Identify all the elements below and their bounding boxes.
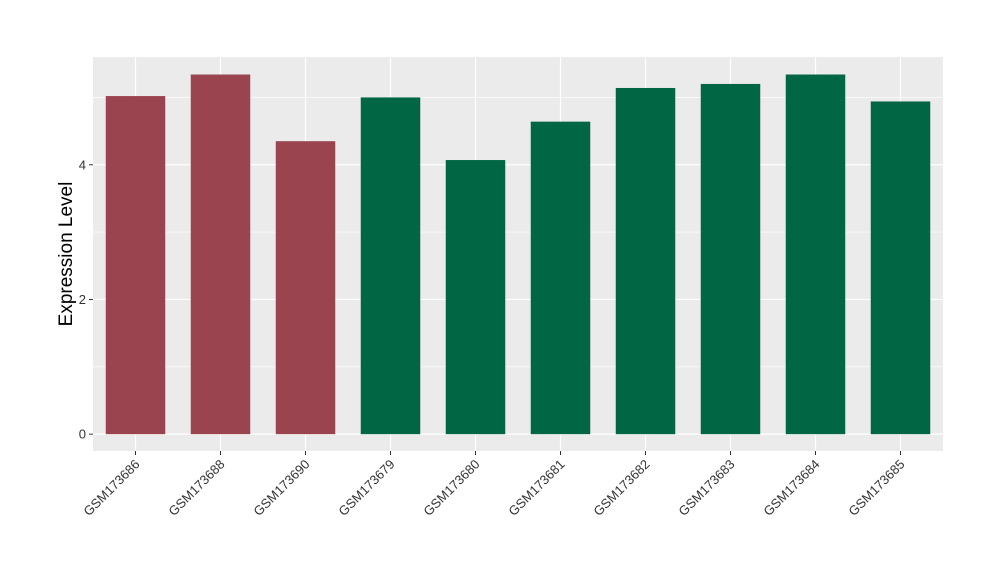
x-tick-label: GSM173690: [250, 457, 312, 519]
bar-GSM173685: [870, 101, 931, 435]
bar-GSM173690: [275, 141, 336, 435]
x-tick-label: GSM173683: [675, 457, 737, 519]
bar-GSM173686: [105, 96, 166, 435]
bar-GSM173688: [190, 74, 251, 435]
y-tick-label: 0: [79, 427, 86, 442]
x-tick-label: GSM173680: [420, 457, 482, 519]
x-tick-label: GSM173685: [845, 457, 907, 519]
x-tick-label: GSM173688: [165, 457, 227, 519]
y-axis-title: Expression Level: [56, 182, 77, 327]
y-axis: 0 2 4: [79, 157, 93, 442]
x-tick-label: GSM173684: [760, 457, 822, 519]
bar-GSM173681: [530, 121, 591, 435]
y-tick-label: 2: [79, 292, 86, 307]
bar-GSM173684: [785, 74, 846, 435]
x-tick-label: GSM173686: [80, 457, 142, 519]
y-tick-label: 4: [79, 157, 86, 172]
x-tick-label: GSM173679: [335, 457, 397, 519]
bar-GSM173679: [360, 97, 421, 435]
bar-GSM173680: [445, 160, 506, 435]
bars: [105, 74, 931, 435]
x-axis: GSM173686 GSM173688 GSM173690 GSM173679 GSM1…: [80, 451, 908, 519]
x-tick-label: GSM173682: [590, 457, 652, 519]
bar-GSM173683: [700, 83, 761, 435]
x-tick-label: GSM173681: [505, 457, 567, 519]
bar-GSM173682: [615, 87, 676, 435]
